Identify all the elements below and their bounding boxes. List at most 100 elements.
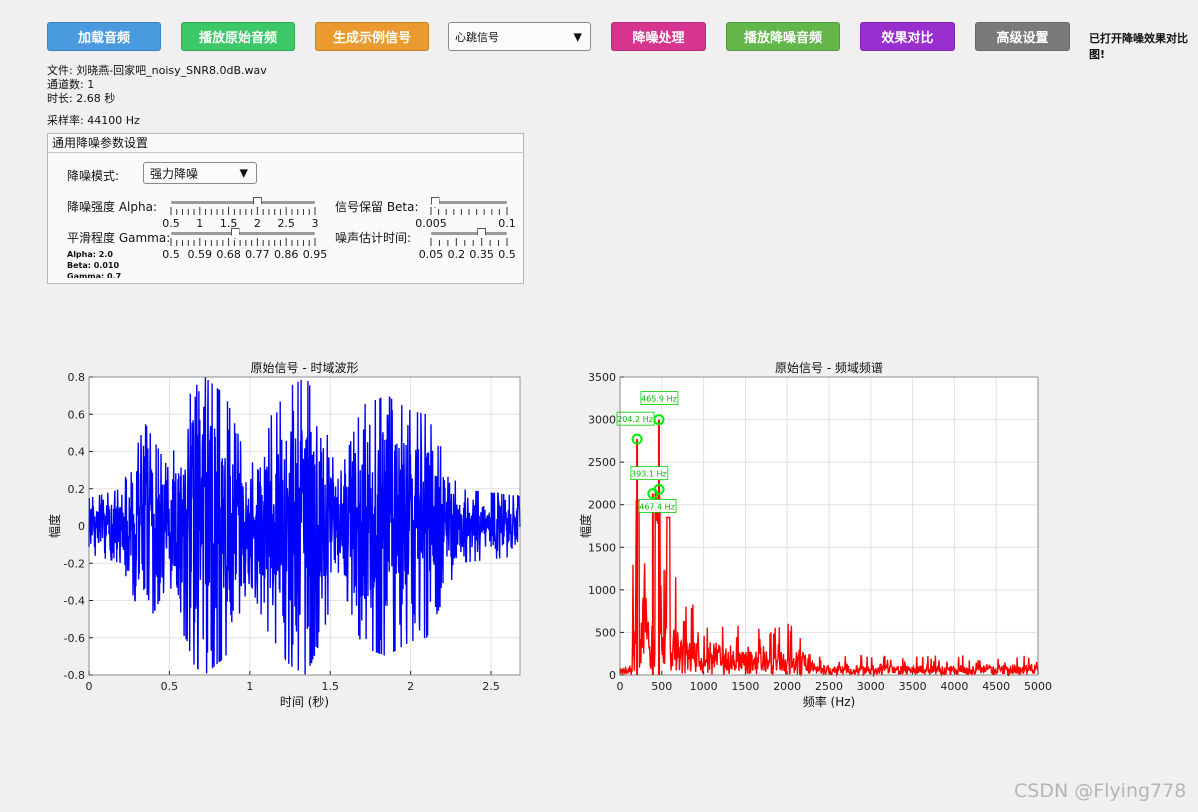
x-tick-label: 1.5 bbox=[321, 680, 339, 693]
y-tick-label: -0.2 bbox=[64, 557, 85, 570]
slider-track[interactable] bbox=[431, 232, 507, 235]
play-original-button[interactable]: 播放原始音频 bbox=[181, 22, 295, 51]
slider-tick-label: 2 bbox=[253, 217, 261, 230]
slider-tick-label: 1.5 bbox=[219, 217, 238, 230]
y-tick-label: 3500 bbox=[588, 371, 616, 384]
y-axis-label: 幅度 bbox=[578, 514, 593, 538]
beta-slider[interactable]: 0.005 0.1 bbox=[415, 197, 516, 231]
duration: 时长: 2.68 秒 bbox=[47, 92, 116, 105]
advanced-settings-button[interactable]: 高级设置 bbox=[975, 22, 1070, 51]
compare-button[interactable]: 效果对比 bbox=[860, 22, 955, 51]
slider-track[interactable] bbox=[171, 232, 315, 235]
sample-rate: 采样率: 44100 Hz bbox=[47, 114, 140, 127]
beta-label: 信号保留 Beta: bbox=[335, 200, 419, 214]
slider-ticks bbox=[170, 238, 316, 246]
slider-tick-label: 2.5 bbox=[277, 217, 295, 230]
status-text: 已打开降噪效果对比图! bbox=[1089, 32, 1188, 61]
peak-marker bbox=[653, 483, 665, 495]
y-tick-label: -0.8 bbox=[64, 669, 85, 682]
signal-type-value: 心跳信号 bbox=[455, 30, 499, 44]
slider-tick-label: 1 bbox=[196, 217, 204, 230]
slider-tick-label: 0.95 bbox=[302, 248, 328, 261]
peak-marker bbox=[653, 414, 665, 426]
slider-ticks bbox=[430, 238, 508, 246]
peak-label-box bbox=[640, 391, 679, 405]
peak-label: 393.1 Hz bbox=[631, 470, 667, 479]
slider-tick-label: 0.77 bbox=[245, 248, 270, 261]
y-tick-label: 0.4 bbox=[68, 446, 86, 459]
y-axis-label: 幅度 bbox=[47, 514, 62, 538]
y-tick-label: 0.2 bbox=[68, 483, 86, 496]
slider-thumb[interactable] bbox=[430, 197, 440, 208]
spectrum-line bbox=[619, 492, 1039, 678]
noise-time-slider[interactable]: 0.05 0.2 0.35 0.5 bbox=[419, 228, 516, 262]
denoise-button[interactable]: 降噪处理 bbox=[611, 22, 706, 51]
x-tick-label: 0 bbox=[86, 680, 93, 693]
x-tick-label: 2500 bbox=[815, 680, 843, 693]
x-tick-label: 4500 bbox=[982, 680, 1010, 693]
chart-title: 原始信号 - 频域频谱 bbox=[775, 361, 883, 375]
slider-tick-label: 0.5 bbox=[498, 248, 516, 261]
slider-ticks bbox=[430, 207, 508, 215]
y-tick-label: 500 bbox=[595, 626, 616, 639]
slider-tick-label: 0.35 bbox=[469, 248, 494, 261]
gamma-label: 平滑程度 Gamma: bbox=[67, 231, 171, 245]
channel-count: 通道数: 1 bbox=[47, 78, 95, 91]
slider-track[interactable] bbox=[171, 201, 315, 204]
plot-border bbox=[88, 376, 521, 676]
x-tick-label: 3500 bbox=[899, 680, 927, 693]
gamma-readout: Gamma: 0.7 bbox=[67, 272, 122, 278]
mode-label: 降噪模式: bbox=[67, 169, 120, 183]
frequency-domain-chart: 0 500 1000 1500 2000 2500 3000 3500 4000 4500 5000… bbox=[578, 361, 1052, 709]
params-panel-title: 通用降噪参数设置 bbox=[48, 134, 523, 153]
x-tick-label: 3000 bbox=[857, 680, 885, 693]
chevron-down-icon: ▼ bbox=[239, 166, 248, 180]
load-audio-button[interactable]: 加载音频 bbox=[47, 22, 161, 51]
slider-tick-label: 3 bbox=[311, 217, 319, 230]
time-domain-plot: 0 0.5 1 1.5 2 2.5 0.8 0.6 0.4 0.2 0 -0.2 -0.4 -0.6 -0.… bbox=[38, 355, 526, 713]
y-tick-label: 2000 bbox=[588, 499, 616, 512]
slider-ticks bbox=[170, 207, 316, 215]
x-axis-label: 时间 (秒) bbox=[280, 695, 329, 709]
slider-tick-label: 0.86 bbox=[273, 248, 299, 261]
peak-marker bbox=[631, 433, 643, 445]
chevron-down-icon: ▼ bbox=[573, 30, 582, 43]
x-tick-label: 0.5 bbox=[161, 680, 179, 693]
alpha-slider[interactable]: 0.5 1 1.5 2 2.5 3 bbox=[162, 197, 319, 231]
peak-label: 465.9 Hz bbox=[641, 395, 677, 404]
time-domain-chart: 0 0.5 1 1.5 2 2.5 0.8 0.6 0.4 0.2 0 -0.2 -0.4 -0.6 -0.… bbox=[47, 361, 521, 709]
mode-select[interactable]: 强力降噪 ▼ bbox=[143, 162, 257, 184]
y-tick-label: 0.6 bbox=[68, 408, 86, 421]
y-tick-label: -0.4 bbox=[64, 595, 85, 608]
x-tick-label: 4000 bbox=[940, 680, 968, 693]
slider-tick-label: 0.1 bbox=[498, 217, 516, 230]
beta-readout: Beta: 0.010 bbox=[67, 261, 120, 270]
mode-value: 强力降噪 bbox=[150, 166, 199, 181]
alpha-label: 降噪强度 Alpha: bbox=[67, 200, 157, 214]
x-tick-label: 2.5 bbox=[482, 680, 500, 693]
y-tick-label: 2500 bbox=[588, 456, 616, 469]
y-tick-label: 1500 bbox=[588, 541, 616, 554]
slider-thumb[interactable] bbox=[230, 228, 240, 239]
peak-label-box bbox=[638, 498, 677, 513]
peak-label-box bbox=[630, 466, 669, 481]
x-axis-label: 频率 (Hz) bbox=[803, 694, 856, 709]
play-denoised-button[interactable]: 播放降噪音频 bbox=[726, 22, 840, 51]
generate-signal-button[interactable]: 生成示例信号 bbox=[315, 22, 429, 51]
watermark: CSDN @Flying778 bbox=[1014, 780, 1187, 802]
gamma-slider[interactable]: 0.5 0.59 0.68 0.77 0.86 0.95 bbox=[162, 228, 327, 262]
x-tick-label: 2 bbox=[407, 680, 414, 693]
peak-label: 467.4 Hz bbox=[639, 502, 675, 511]
x-tick-label: 1500 bbox=[731, 680, 759, 693]
file-name: 文件: 刘晓燕-回家吧_noisy_SNR8.0dB.wav bbox=[47, 64, 267, 77]
x-tick-label: 500 bbox=[651, 680, 672, 693]
x-tick-label: 1000 bbox=[690, 680, 718, 693]
plot-border bbox=[619, 376, 1039, 676]
slider-tick-label: 0.005 bbox=[415, 217, 447, 230]
x-tick-label: 5000 bbox=[1024, 680, 1052, 693]
waveform-line bbox=[88, 377, 521, 675]
slider-tick-label: 0.59 bbox=[187, 248, 213, 261]
peak-label: 204.2 Hz bbox=[617, 415, 653, 424]
signal-type-select[interactable]: 心跳信号 ▼ bbox=[448, 22, 591, 51]
slider-track[interactable] bbox=[431, 201, 507, 204]
